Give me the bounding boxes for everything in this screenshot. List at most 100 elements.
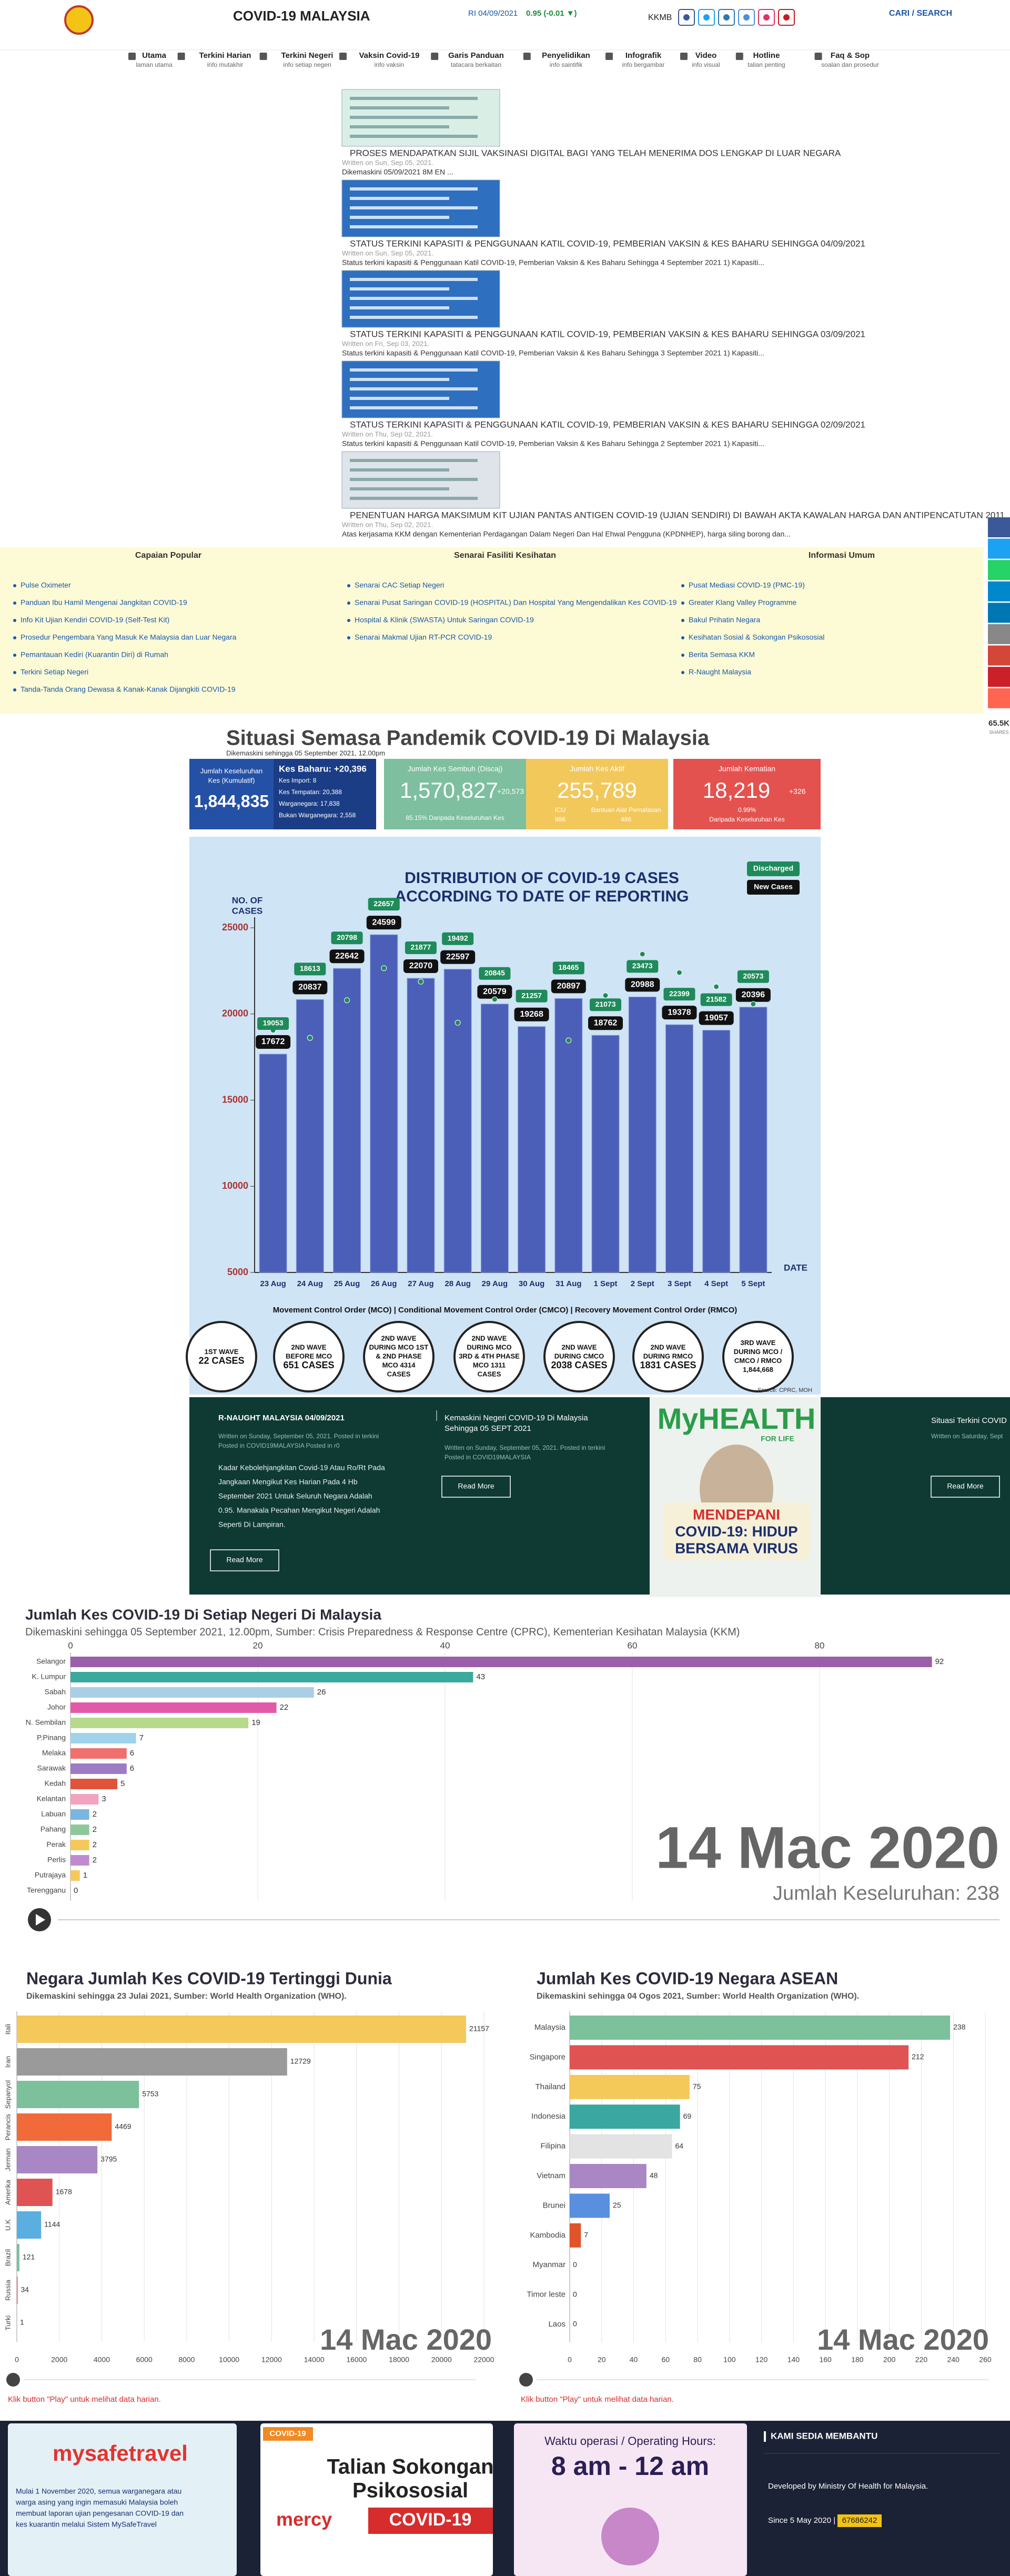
read-more[interactable]	[210, 1549, 279, 1571]
value-label: 3795	[100, 2155, 117, 2163]
nav-item[interactable]: Terkini Harian	[199, 51, 251, 60]
link-item[interactable]: Berita Semasa KKM	[689, 650, 755, 659]
value-label-bg	[735, 988, 771, 1002]
share-button[interactable]	[988, 581, 1010, 602]
nav-icon	[680, 53, 688, 60]
links-heading: Informasi Umum	[809, 551, 875, 560]
value-label: 26	[317, 1688, 326, 1697]
travel-body: Mulai 1 November 2020, semua warganegara…	[16, 2487, 181, 2495]
value-label-bg	[292, 980, 328, 995]
date-annotation: 14 Mac 2020	[817, 2323, 989, 2356]
x-tick-label: 160	[819, 2356, 832, 2364]
link-item[interactable]: Kesihatan Sosial & Sokongan Psikososial	[689, 633, 824, 642]
news-title[interactable]: PENENTUAN HARGA MAKSIMUM KIT UJIAN PANTA…	[350, 510, 1005, 520]
link-item[interactable]: Greater Klang Valley Programme	[689, 598, 796, 607]
card-meta: Written on Sunday, September 05, 2021. P…	[218, 1432, 379, 1440]
x-tick-label: 240	[947, 2356, 960, 2364]
value-label-bg	[699, 1011, 734, 1025]
link-item[interactable]: Senarai Makmal Ujian RT-PCR COVID-19	[355, 633, 492, 642]
news-title[interactable]: PROSES MENDAPATKAN SIJIL VAKSINASI DIGIT…	[350, 148, 841, 158]
recovered-value: 1,570,827	[400, 778, 498, 803]
bullet	[13, 654, 16, 657]
nav-item[interactable]: Vaksin Covid-19	[359, 51, 419, 60]
link-item[interactable]: Pulse Oximeter	[21, 581, 71, 589]
y-tick-label: Perlis	[47, 1856, 66, 1864]
news-title[interactable]: STATUS TERKINI KAPASITI & PENGGUNAAN KAT…	[350, 329, 865, 339]
bar	[17, 2016, 466, 2043]
value-label: 7	[584, 2231, 588, 2239]
card-title[interactable]: Situasi Terkini COVID	[931, 1416, 1007, 1425]
play-button[interactable]	[6, 2373, 20, 2387]
nav-sub: laman utama	[136, 61, 173, 68]
bar	[70, 1763, 127, 1774]
y-tick-label: Jerman	[4, 2148, 12, 2171]
card-title[interactable]: Sehingga 05 SEPT 2021	[445, 1424, 531, 1433]
share-button[interactable]	[988, 603, 1010, 623]
link-item[interactable]: Senarai Pusat Saringan COVID-19 (HOSPITA…	[355, 598, 677, 607]
nav-item[interactable]: Video	[695, 51, 717, 60]
y-tick-label: Kedah	[45, 1779, 66, 1788]
value-label: 20396	[742, 990, 765, 999]
share-button[interactable]	[988, 517, 1010, 537]
nav-item[interactable]: Faq & Sop	[831, 51, 870, 60]
link-item[interactable]: Info Kit Ujian Kendiri COVID-19 (Self-Te…	[21, 616, 169, 624]
hours-label: Waktu operasi / Operating Hours:	[544, 2434, 716, 2448]
logo[interactable]	[64, 5, 94, 35]
news-title[interactable]: STATUS TERKINI KAPASITI & PENGGUNAAN KAT…	[350, 238, 865, 248]
y-tick-label: Singapore	[530, 2052, 565, 2061]
share-button[interactable]	[988, 538, 1010, 559]
card-title[interactable]: R-NAUGHT MALAYSIA 04/09/2021	[218, 1414, 345, 1422]
nav-item[interactable]: Penyelidikan	[542, 51, 590, 60]
x-tick-label: 200	[883, 2356, 896, 2364]
y-tick-label: Malaysia	[534, 2023, 566, 2032]
read-more[interactable]	[441, 1476, 511, 1498]
new-cases-line: Kes Tempatan: 20,388	[279, 788, 342, 796]
nav-item[interactable]: Hotline	[753, 51, 780, 60]
nav-icon	[177, 53, 185, 60]
link-item[interactable]: Pemantauan Kediri (Kuarantin Diri) di Ru…	[21, 650, 168, 659]
share-button[interactable]	[988, 560, 1010, 580]
chart-title: DISTRIBUTION OF COVID-19 CASES	[405, 869, 679, 887]
deaths-box	[673, 759, 821, 829]
value-label: 0	[573, 2290, 577, 2298]
card-title[interactable]: Kemaskini Negeri COVID-19 Di Malaysia	[445, 1414, 588, 1422]
nav-icon	[339, 53, 347, 60]
nav-item[interactable]: Utama	[142, 51, 167, 60]
y-tick-label: Kambodia	[530, 2231, 565, 2240]
x-tick-label: 8000	[178, 2356, 195, 2364]
bullet	[13, 584, 16, 587]
link-item[interactable]: Senarai CAC Setiap Negeri	[355, 581, 444, 589]
link-item[interactable]: Bakul Prihatin Negara	[689, 616, 760, 624]
link-item[interactable]: R-Naught Malaysia	[689, 668, 751, 676]
news-title[interactable]: STATUS TERKINI KAPASITI & PENGGUNAAN KAT…	[350, 419, 865, 429]
nav-item[interactable]: Infografik	[625, 51, 662, 60]
share-button[interactable]	[988, 624, 1010, 644]
link-item[interactable]: Prosedur Pengembara Yang Masuk Ke Malays…	[21, 633, 237, 642]
link-item[interactable]: Hospital & Klinik (SWASTA) Untuk Saringa…	[355, 616, 534, 624]
new-cases-line: Bukan Warganegara: 2,558	[279, 811, 356, 819]
wave-text: CASES	[387, 1370, 411, 1378]
x-tick-label: 20	[253, 1640, 263, 1650]
share-button[interactable]	[988, 667, 1010, 687]
play-note: Klik button "Play" untuk melihat data ha…	[8, 2395, 161, 2404]
link-item[interactable]: Pusat Mediasi COVID-19 (PMC-19)	[689, 581, 805, 589]
link-item[interactable]: Panduan Ibu Hamil Mengenai Jangkitan COV…	[21, 598, 187, 607]
x-tick-label: 30 Aug	[519, 1279, 544, 1288]
nav-sub: info saintifik	[550, 61, 583, 68]
link-item[interactable]: Terkini Setiap Negeri	[21, 668, 88, 676]
share-button[interactable]	[988, 645, 1010, 666]
bar	[17, 2179, 53, 2206]
share-button[interactable]	[988, 688, 1010, 708]
bar	[70, 1825, 89, 1835]
value-label: 20837	[298, 983, 322, 992]
site-title[interactable]: COVID-19 MALAYSIA	[233, 8, 370, 24]
bar	[554, 998, 583, 1273]
play-button[interactable]	[519, 2373, 533, 2387]
nav-item[interactable]: Terkini Negeri	[281, 51, 334, 60]
bar	[665, 1024, 693, 1273]
link-item[interactable]: Tanda-Tanda Orang Dewasa & Kanak-Kanak D…	[21, 685, 236, 694]
nav-item[interactable]: Garis Panduan	[448, 51, 504, 60]
read-more[interactable]	[931, 1476, 1000, 1498]
bar	[17, 2113, 112, 2141]
search-link[interactable]: CARI / SEARCH	[889, 9, 952, 18]
